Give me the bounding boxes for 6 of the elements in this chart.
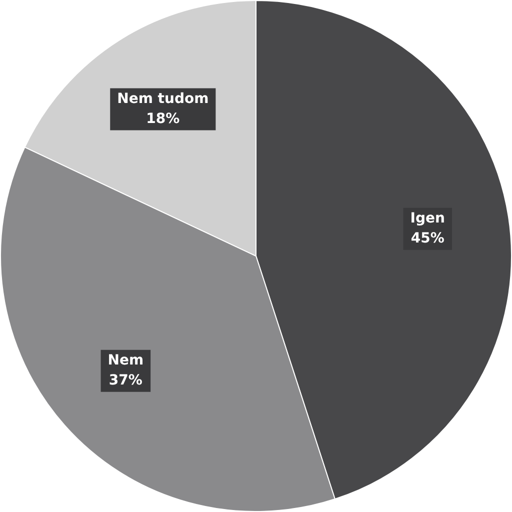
data-label: 37%: [108, 372, 142, 389]
data-label: 18%: [146, 110, 180, 127]
data-label: 45%: [410, 230, 444, 246]
slice-label: Nem tudom: [117, 90, 209, 107]
slice-label: Igen: [410, 210, 445, 226]
slice-label: Nem: [108, 352, 144, 369]
